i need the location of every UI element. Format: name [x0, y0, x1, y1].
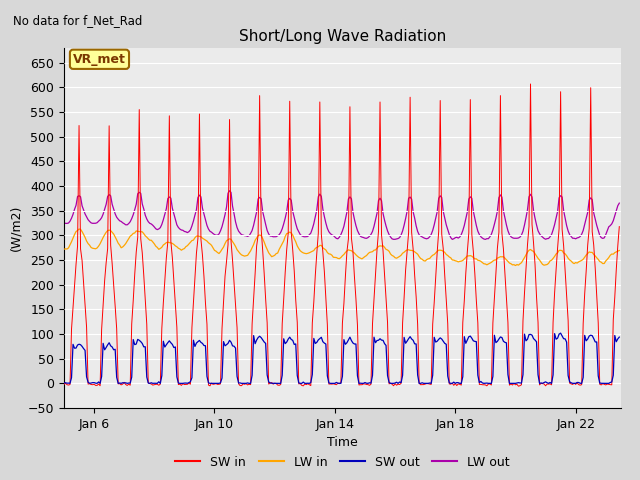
Text: No data for f_Net_Rad: No data for f_Net_Rad	[13, 14, 142, 27]
Text: VR_met: VR_met	[73, 53, 126, 66]
X-axis label: Time: Time	[327, 436, 358, 449]
Title: Short/Long Wave Radiation: Short/Long Wave Radiation	[239, 29, 446, 44]
Legend: SW in, LW in, SW out, LW out: SW in, LW in, SW out, LW out	[170, 451, 515, 474]
Y-axis label: (W/m2): (W/m2)	[9, 205, 22, 251]
